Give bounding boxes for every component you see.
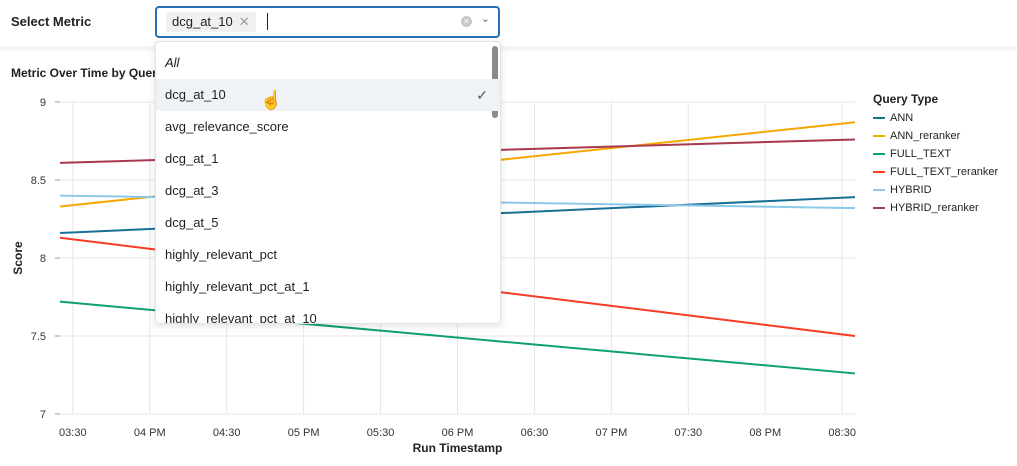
x-axis-label: Run Timestamp <box>413 441 503 455</box>
x-tick-label: 04 PM <box>134 427 166 439</box>
x-tick-label: 06 PM <box>442 427 474 439</box>
x-tick-label: 07:30 <box>675 427 703 439</box>
y-tick-label: 9 <box>40 97 46 109</box>
y-tick-label: 8 <box>40 253 46 265</box>
legend-label: FULL_TEXT_reranker <box>890 166 999 178</box>
x-tick-label: 04:30 <box>213 427 241 439</box>
legend: Query Type ANN ANN_reranker FULL_TEXT FULL_… <box>873 92 998 217</box>
legend-item[interactable]: ANN_reranker <box>873 127 998 145</box>
legend-swatch <box>873 135 885 137</box>
option-highly-relevant-pct-at-1[interactable]: highly_relevant_pct_at_1 <box>156 271 500 303</box>
metric-multiselect[interactable]: dcg_at_10 ✕ ✕ ⌄ <box>155 6 500 38</box>
legend-swatch <box>873 189 885 191</box>
option-label: All <box>165 55 180 70</box>
option-highly-relevant-pct[interactable]: highly_relevant_pct <box>156 239 500 271</box>
option-all[interactable]: All <box>156 47 500 79</box>
legend-swatch <box>873 171 885 173</box>
legend-item[interactable]: ANN <box>873 109 998 127</box>
x-tick-label: 07 PM <box>595 427 627 439</box>
option-label: highly_relevant_pct_at_10 <box>165 311 317 324</box>
legend-swatch <box>873 207 885 209</box>
option-dcg-at-3[interactable]: dcg_at_3 <box>156 175 500 207</box>
x-tick-label: 05 PM <box>288 427 320 439</box>
legend-label: ANN_reranker <box>890 130 961 142</box>
check-icon: ✓ <box>476 87 488 103</box>
y-tick-label: 7 <box>40 409 46 421</box>
option-label: dcg_at_3 <box>165 183 219 198</box>
option-label: avg_relevance_score <box>165 119 289 134</box>
legend-label: HYBRID <box>890 184 932 196</box>
x-tick-label: 08:30 <box>828 427 856 439</box>
option-label: dcg_at_10 <box>165 87 226 102</box>
option-avg-relevance-score[interactable]: avg_relevance_score <box>156 111 500 143</box>
y-tick-label: 7.5 <box>31 331 46 343</box>
x-tick-label: 08 PM <box>749 427 781 439</box>
legend-swatch <box>873 153 885 155</box>
chart-title: Metric Over Time by Query Type <box>11 66 194 80</box>
legend-swatch <box>873 117 885 119</box>
legend-item[interactable]: HYBRID_reranker <box>873 199 998 217</box>
legend-item[interactable]: FULL_TEXT_reranker <box>873 163 998 181</box>
select-metric-label: Select Metric <box>11 14 92 29</box>
option-label: highly_relevant_pct <box>165 247 278 262</box>
option-label: dcg_at_1 <box>165 151 219 166</box>
option-dcg-at-1[interactable]: dcg_at_1 <box>156 143 500 175</box>
x-tick-label: 06:30 <box>521 427 549 439</box>
option-label: highly_relevant_pct_at_1 <box>165 279 310 294</box>
y-tick-label: 8.5 <box>31 175 46 187</box>
legend-label: ANN <box>890 112 914 124</box>
clear-icon[interactable]: ✕ <box>461 16 472 27</box>
x-tick-label: 03:30 <box>59 427 87 439</box>
chevron-down-icon[interactable]: ⌄ <box>480 13 490 25</box>
chip-label: dcg_at_10 <box>172 14 233 29</box>
option-dcg-at-10[interactable]: dcg_at_10 ✓ <box>156 79 500 111</box>
legend-title: Query Type <box>873 92 939 106</box>
x-tick-label: 05:30 <box>367 427 395 439</box>
legend-label: HYBRID_reranker <box>890 202 979 214</box>
close-icon[interactable]: ✕ <box>238 14 250 29</box>
y-axis-label: Score <box>11 241 25 275</box>
option-highly-relevant-pct-at-10[interactable]: highly_relevant_pct_at_10 <box>156 303 500 324</box>
legend-label: FULL_TEXT <box>890 148 952 160</box>
hand-pointer-icon: ☝ <box>260 90 283 110</box>
legend-item[interactable]: FULL_TEXT <box>873 145 998 163</box>
option-label: dcg_at_5 <box>165 215 219 230</box>
selected-chip: dcg_at_10 ✕ <box>166 12 256 32</box>
option-dcg-at-5[interactable]: dcg_at_5 <box>156 207 500 239</box>
legend-item[interactable]: HYBRID <box>873 181 998 199</box>
text-cursor <box>267 13 268 30</box>
metric-dropdown: All dcg_at_10 ✓ avg_relevance_score dcg_at_1… <box>155 41 501 324</box>
